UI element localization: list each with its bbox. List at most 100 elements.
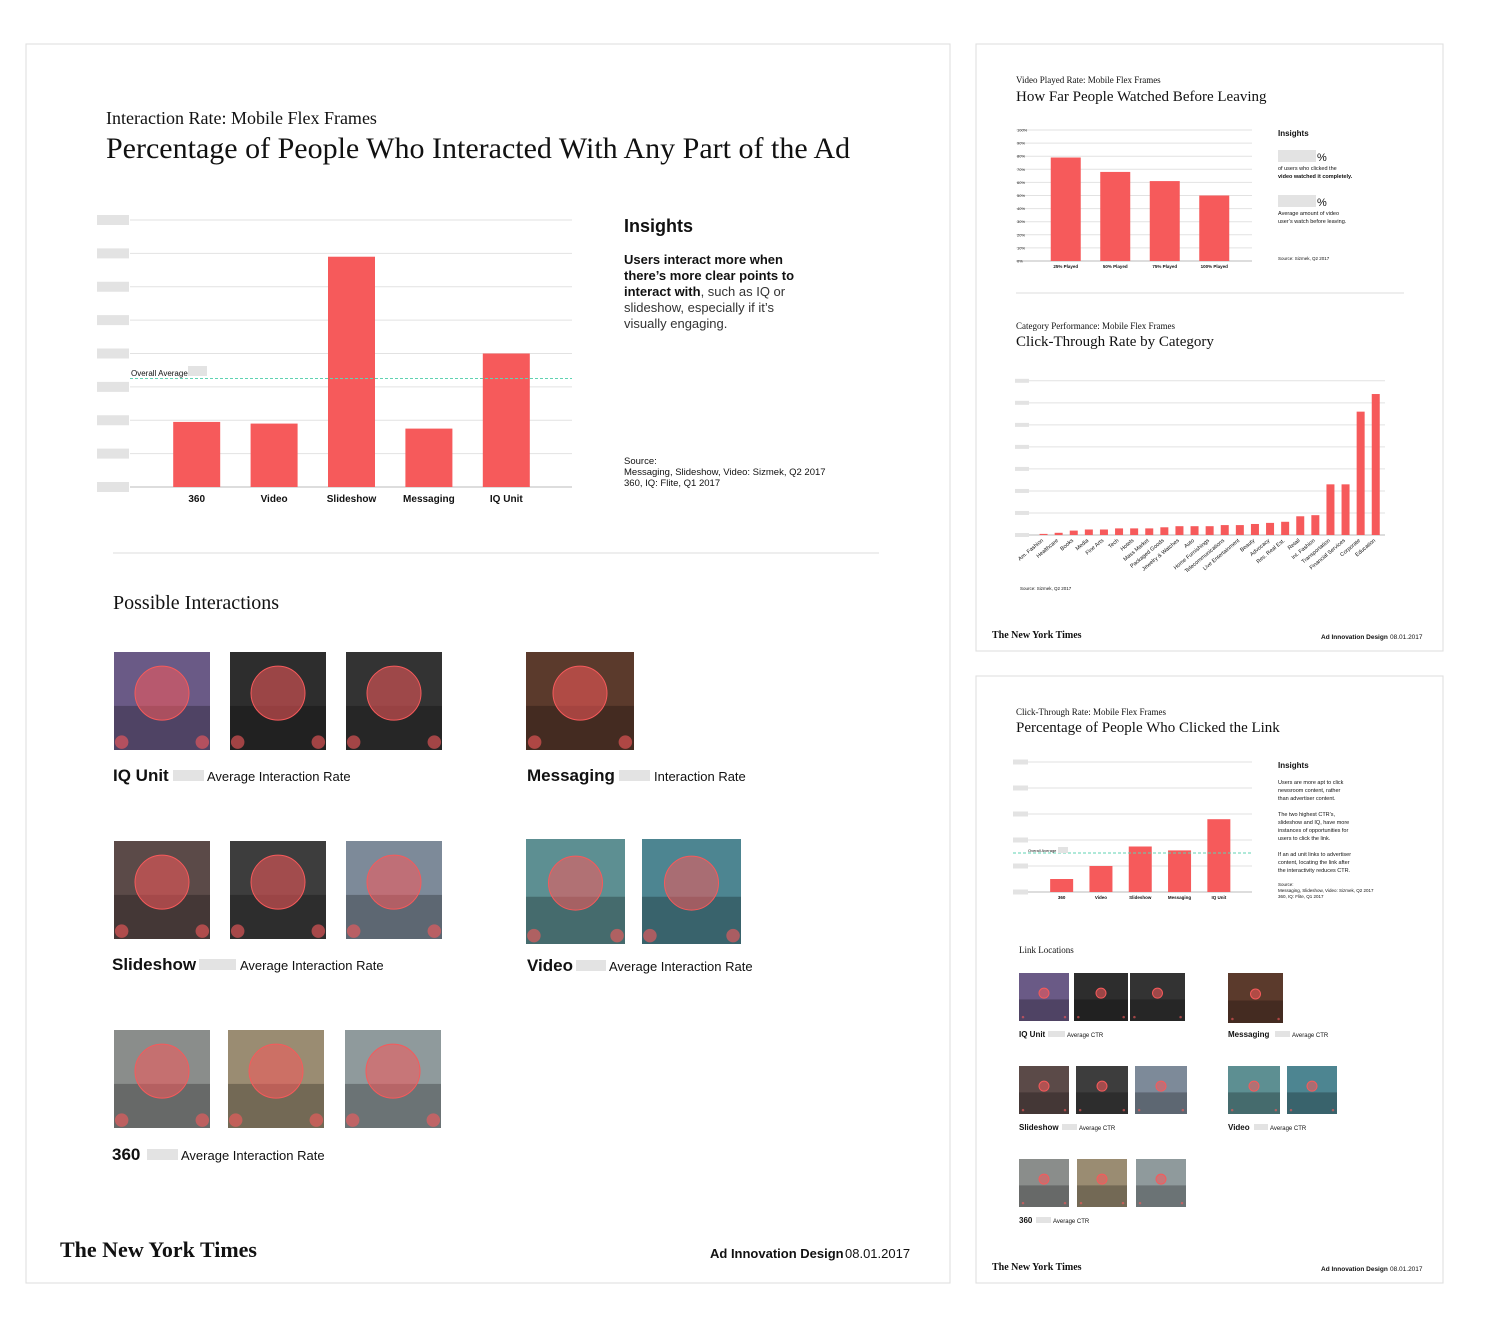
bar <box>1207 819 1231 892</box>
y-tick-label-redacted <box>97 448 129 459</box>
bar <box>1341 484 1350 535</box>
x-tick-label: Video <box>1095 895 1107 900</box>
interaction-hotspot <box>1063 1108 1067 1112</box>
interaction-name: 360 <box>1019 1216 1033 1225</box>
interaction-hotspot <box>346 735 361 749</box>
redacted-value <box>1278 195 1316 207</box>
chart-title: Percentage of People Who Interacted With… <box>106 132 850 165</box>
y-tick-label-redacted <box>1015 444 1029 449</box>
interaction-hotspot <box>1137 1108 1141 1112</box>
interaction-hotspot <box>726 928 740 943</box>
interaction-hotspot <box>1038 987 1050 999</box>
x-tick-label: Auto <box>1183 538 1196 550</box>
insights-line: content, locating the link after <box>1278 860 1350 866</box>
interaction-name: Slideshow <box>1019 1123 1059 1132</box>
insights-line: slideshow and IQ, have more <box>1278 820 1349 826</box>
insights-line: The two highest CTR’s, <box>1278 812 1336 818</box>
insights-line: slideshow, especially if it’s <box>624 300 775 315</box>
interaction-hotspot <box>1231 1017 1234 1021</box>
interaction-hotspot <box>134 854 190 910</box>
redacted-value <box>619 770 650 781</box>
y-tick-label-redacted <box>97 381 129 392</box>
y-tick-label: 0% <box>1017 259 1023 264</box>
ad-thumbnail-overlay <box>1287 1092 1337 1114</box>
interaction-hotspot <box>1122 1015 1125 1019</box>
interaction-label: Average CTR <box>1079 1126 1116 1132</box>
interaction-hotspot <box>311 735 326 749</box>
redacted-value <box>188 366 207 376</box>
interaction-hotspot <box>250 665 306 721</box>
slide-panel <box>975 43 1444 652</box>
bar <box>1220 525 1229 535</box>
y-tick-label-redacted <box>97 215 129 225</box>
interaction-hotspot <box>114 735 129 749</box>
bar <box>482 353 530 487</box>
y-tick-label-redacted <box>1013 837 1028 843</box>
interaction-hotspot <box>427 735 442 749</box>
bar <box>1084 529 1093 535</box>
y-tick-label-redacted <box>97 281 129 292</box>
interaction-hotspot <box>366 665 422 721</box>
interaction-hotspot <box>195 1113 210 1127</box>
interaction-hotspot <box>552 665 608 721</box>
y-tick-label-redacted <box>1015 466 1029 471</box>
interaction-hotspot <box>1063 1015 1067 1019</box>
stat-text: Average amount of video <box>1278 211 1339 217</box>
ad-thumbnail-overlay <box>1019 999 1069 1021</box>
ad-thumbnail-overlay <box>1074 999 1128 1021</box>
interaction-hotspot <box>250 854 306 910</box>
reference-label: Overall Average <box>1028 848 1057 853</box>
redacted-value <box>199 959 236 970</box>
insights-text: slideshow, especially if it’s <box>624 300 775 315</box>
interaction-hotspot <box>618 735 633 749</box>
insights-text: interact with <box>624 284 701 299</box>
interaction-hotspot <box>1155 1080 1167 1092</box>
insights-text: Users interact more when <box>624 252 783 267</box>
redacted-value <box>1062 1124 1077 1130</box>
bar <box>1145 528 1154 535</box>
footer-date: 08.01.2017 <box>1390 1266 1423 1273</box>
footer-date: 08.01.2017 <box>1390 634 1423 641</box>
chart-source: Source: Sizmek, Q2 2017 <box>1020 586 1072 591</box>
interaction-name: IQ Unit <box>113 766 169 785</box>
chart-subtitle: Interaction Rate: Mobile Flex Frames <box>106 108 377 128</box>
insights-line: Users are more apt to click <box>1278 780 1344 786</box>
x-tick-label: Slideshow <box>327 494 377 505</box>
redacted-value <box>576 960 606 971</box>
insights-heading: Insights <box>1278 129 1309 138</box>
x-tick-label: 50% Played <box>1103 264 1128 269</box>
x-tick-label: IQ Unit <box>1211 895 1226 900</box>
redacted-value <box>173 770 204 781</box>
bar <box>1115 528 1124 535</box>
interaction-name: Messaging <box>1228 1030 1269 1039</box>
interaction-hotspot <box>1121 1201 1125 1205</box>
interaction-hotspot <box>346 924 361 938</box>
x-tick-label: 75% Played <box>1152 264 1177 269</box>
interaction-hotspot <box>134 665 190 721</box>
x-tick-label: 100% Played <box>1201 264 1229 269</box>
interaction-hotspot <box>1021 1108 1025 1112</box>
interaction-label: Average CTR <box>1270 1126 1307 1132</box>
interaction-hotspot <box>311 924 326 938</box>
x-tick-label: Messaging <box>403 494 455 505</box>
bar <box>1039 533 1048 535</box>
bar <box>1100 171 1131 261</box>
interaction-label: Average Interaction Rate <box>181 1148 325 1163</box>
insights-line: users to click the link. <box>1278 836 1331 842</box>
bar <box>1250 523 1259 535</box>
y-tick-label-redacted <box>1013 889 1028 895</box>
bar <box>1160 527 1169 535</box>
interaction-name: Video <box>527 956 573 975</box>
interaction-label: Average Interaction Rate <box>240 958 384 973</box>
interaction-hotspot <box>1079 1201 1083 1205</box>
chart-source: Source: Sizmek, Q2 2017 <box>1278 256 1330 261</box>
logo: The New York Times <box>60 1237 257 1262</box>
interaction-label: Average Interaction Rate <box>609 959 753 974</box>
interaction-hotspot <box>527 735 542 749</box>
y-tick-label-redacted <box>97 482 129 492</box>
bar <box>1089 866 1113 892</box>
y-tick-label-redacted <box>97 348 129 359</box>
y-tick-label: 60% <box>1017 180 1025 185</box>
ad-thumbnail-overlay <box>1136 1185 1186 1207</box>
footer-team: Ad Innovation Design <box>710 1246 844 1261</box>
